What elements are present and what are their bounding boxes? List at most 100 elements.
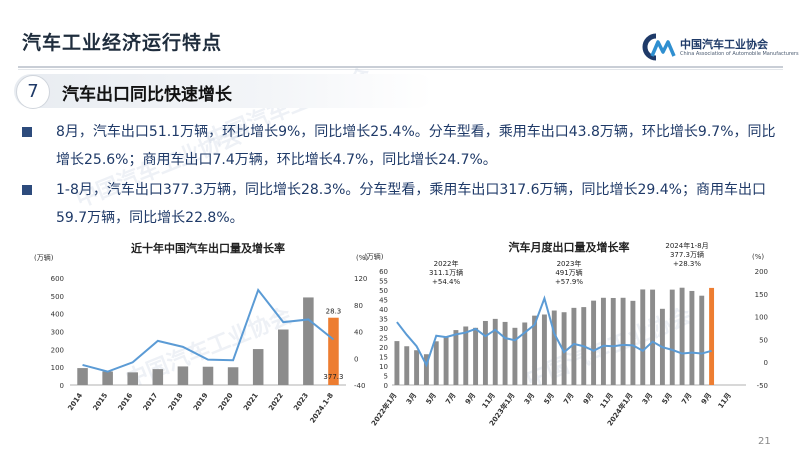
- annual-export-chart: 近十年中国汽车出口量及增长率(万辆) (%)0100200300400500600…: [34, 241, 368, 425]
- right-tick-label: 0: [354, 355, 358, 363]
- bar: [303, 297, 314, 385]
- right-tick-label: 50: [759, 336, 768, 344]
- bar: [482, 320, 488, 385]
- logo: 中国汽车工业协会 China Association of Automobile…: [636, 32, 799, 66]
- bar: [278, 329, 289, 385]
- bar: [394, 341, 400, 385]
- x-tick-label: 9月: [582, 392, 595, 406]
- bar: [433, 341, 439, 385]
- data-label: 377.3: [323, 373, 343, 381]
- bar: [532, 315, 538, 385]
- bullet-square-icon: [22, 185, 32, 195]
- x-tick-label: 3月: [641, 392, 654, 406]
- x-tick-label: 2022年1月: [369, 391, 398, 428]
- bar: [252, 349, 264, 385]
- logo-name-cn: 中国汽车工业协会: [680, 38, 768, 51]
- bar: [177, 366, 189, 385]
- bar: [640, 289, 646, 385]
- left-tick-label: 400: [51, 311, 64, 319]
- right-tick-label: 80: [354, 302, 363, 310]
- title-divider-thin: [18, 69, 783, 70]
- x-tick-label: 5月: [425, 392, 438, 406]
- left-tick-label: 40: [379, 306, 388, 314]
- data-label: 28.3: [326, 308, 342, 316]
- bar: [591, 300, 597, 385]
- annotation-label: 2022年: [434, 259, 459, 268]
- x-tick-label: 9月: [700, 392, 713, 406]
- logo-name-en: China Association of Automobile Manufact…: [680, 51, 799, 57]
- bar: [463, 326, 469, 385]
- x-tick-label: 2022: [267, 391, 285, 412]
- page-number: 21: [758, 436, 771, 447]
- bar: [414, 350, 420, 385]
- x-tick-label: 2023: [292, 391, 310, 412]
- left-tick-label: 30: [379, 325, 388, 333]
- x-tick-label: 2018: [167, 391, 185, 412]
- growth-rate-line: [82, 287, 335, 373]
- x-tick-label: 2021: [242, 391, 260, 412]
- right-tick-label: 120: [354, 275, 367, 283]
- left-tick-label: 35: [379, 316, 388, 324]
- annotation-label: 311.1万辆: [429, 268, 463, 277]
- bar: [571, 307, 577, 385]
- bar: [610, 297, 616, 385]
- page-title: 汽车工业经济运行特点: [22, 32, 223, 54]
- annotation-label: 2024年1-8月: [665, 241, 708, 250]
- bar: [551, 310, 557, 385]
- x-tick-label: 2015: [92, 391, 110, 412]
- chart-title: 汽车月度出口量及增长率: [509, 240, 630, 254]
- bar: [152, 369, 164, 385]
- bar: [127, 372, 138, 385]
- right-tick-label: 100: [755, 314, 768, 322]
- growth-rate-line: [396, 295, 712, 368]
- bar: [227, 367, 239, 385]
- bar: [669, 289, 675, 385]
- bar: [630, 300, 636, 385]
- bar: [699, 295, 705, 385]
- left-tick-label: 45: [379, 297, 388, 305]
- section-title: 汽车出口同比快速增长: [62, 85, 232, 105]
- left-tick-label: 25: [379, 335, 388, 343]
- title-divider: [18, 66, 783, 68]
- bar: [443, 336, 449, 385]
- chart-title: 近十年中国汽车出口量及增长率: [131, 241, 285, 255]
- bar: [102, 371, 113, 385]
- bar: [522, 322, 528, 385]
- right-tick-label: 200: [755, 268, 768, 276]
- right-tick-label: 150: [755, 291, 768, 299]
- left-tick-label: 15: [379, 354, 388, 362]
- bar: [650, 289, 656, 385]
- left-tick-label: 5: [384, 373, 388, 381]
- left-axis-unit: (万辆): [34, 253, 54, 262]
- section-number: 7: [16, 75, 50, 109]
- left-tick-label: 50: [379, 287, 388, 295]
- x-tick-label: 11月: [599, 392, 615, 410]
- section-header-band: [14, 74, 434, 108]
- bar: [620, 297, 626, 385]
- right-axis-unit: (%): [356, 254, 368, 262]
- left-tick-label: 600: [51, 275, 64, 283]
- x-tick-label: 11月: [481, 392, 497, 410]
- right-tick-label: 40: [354, 329, 363, 337]
- x-tick-label: 7月: [444, 392, 457, 406]
- x-tick-label: 11月: [717, 392, 733, 410]
- right-tick-label: 0: [764, 359, 768, 367]
- annotation-label: 491万辆: [555, 268, 582, 277]
- x-tick-label: 2016: [117, 391, 135, 412]
- annotation-label: 2023年: [557, 259, 582, 268]
- bullet-text: 8月，汽车出口51.1万辆，环比增长9%，同比增长25.4%。分车型看，乘用车出…: [56, 124, 776, 168]
- left-tick-label: 200: [51, 346, 64, 354]
- bar: [689, 290, 695, 385]
- left-tick-label: 20: [379, 344, 388, 352]
- x-tick-label: 7月: [680, 392, 693, 406]
- left-tick-label: 500: [51, 293, 64, 301]
- right-axis-unit: (%): [752, 253, 764, 261]
- bar: [679, 287, 685, 385]
- right-tick-label: -40: [354, 382, 365, 390]
- bullet-text: 1-8月，汽车出口377.3万辆，同比增长28.3%。分车型看，乘用车出口317…: [56, 182, 766, 226]
- left-tick-label: 0: [60, 382, 64, 390]
- bar: [492, 318, 498, 385]
- x-tick-label: 5月: [543, 392, 556, 406]
- annotation-label: +57.9%: [555, 278, 583, 286]
